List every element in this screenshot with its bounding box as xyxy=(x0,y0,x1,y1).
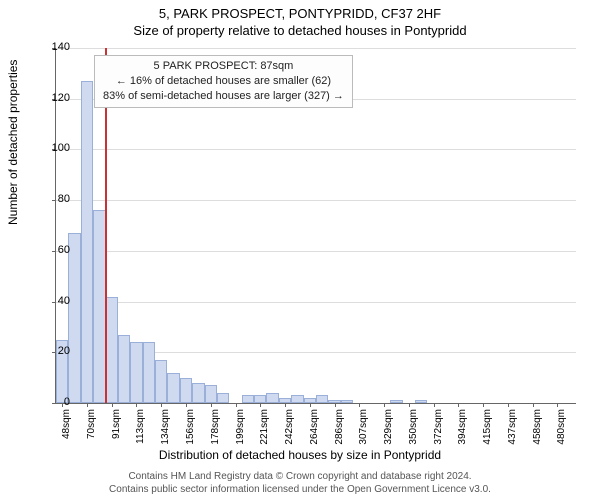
x-tick-label: 415sqm xyxy=(482,409,493,449)
histogram-bar xyxy=(143,342,155,403)
footer-line2: Contains public sector information licen… xyxy=(0,483,600,496)
annotation-line2: ← 16% of detached houses are smaller (62… xyxy=(103,74,344,89)
x-tick-mark xyxy=(87,403,88,407)
chart-footer: Contains HM Land Registry data © Crown c… xyxy=(0,470,600,496)
x-tick-label: 221sqm xyxy=(259,409,270,449)
histogram-bar xyxy=(217,393,229,403)
x-tick-mark xyxy=(211,403,212,407)
histogram-bar xyxy=(155,360,167,403)
x-tick-mark xyxy=(557,403,558,407)
histogram-bar xyxy=(291,395,303,403)
annotation-line1: 5 PARK PROSPECT: 87sqm xyxy=(103,59,344,74)
x-tick-label: 134sqm xyxy=(160,409,171,449)
x-tick-label: 48sqm xyxy=(61,409,72,449)
histogram-bar xyxy=(316,395,328,403)
histogram-bar xyxy=(390,400,402,403)
x-tick-label: 156sqm xyxy=(185,409,196,449)
x-tick-mark xyxy=(285,403,286,407)
x-tick-label: 372sqm xyxy=(433,409,444,449)
x-tick-label: 199sqm xyxy=(235,409,246,449)
histogram-bar xyxy=(205,385,217,403)
annotation-line3: 83% of semi-detached houses are larger (… xyxy=(103,89,344,104)
histogram-bar xyxy=(254,395,266,403)
x-tick-label: 286sqm xyxy=(334,409,345,449)
x-tick-label: 350sqm xyxy=(408,409,419,449)
histogram-bar xyxy=(81,81,93,403)
grid-line xyxy=(56,48,576,49)
chart-subtitle: Size of property relative to detached ho… xyxy=(0,21,600,38)
x-tick-mark xyxy=(409,403,410,407)
x-tick-mark xyxy=(533,403,534,407)
x-tick-label: 113sqm xyxy=(135,409,146,449)
x-tick-mark xyxy=(310,403,311,407)
x-tick-mark xyxy=(434,403,435,407)
x-tick-mark xyxy=(186,403,187,407)
x-tick-mark xyxy=(359,403,360,407)
x-tick-mark xyxy=(161,403,162,407)
x-tick-label: 394sqm xyxy=(457,409,468,449)
property-size-chart: 5, PARK PROSPECT, PONTYPRIDD, CF37 2HF S… xyxy=(0,0,600,500)
grid-line xyxy=(56,149,576,150)
x-tick-label: 70sqm xyxy=(86,409,97,449)
y-tick-label: 120 xyxy=(40,92,70,104)
x-tick-mark xyxy=(384,403,385,407)
histogram-bar xyxy=(266,393,278,403)
annotation-box: 5 PARK PROSPECT: 87sqm ← 16% of detached… xyxy=(94,55,353,108)
x-tick-label: 242sqm xyxy=(284,409,295,449)
x-tick-mark xyxy=(335,403,336,407)
histogram-bar xyxy=(180,378,192,403)
y-tick-label: 20 xyxy=(40,345,70,357)
y-tick-label: 80 xyxy=(40,193,70,205)
y-tick-label: 40 xyxy=(40,295,70,307)
chart-title: 5, PARK PROSPECT, PONTYPRIDD, CF37 2HF xyxy=(0,0,600,21)
x-tick-label: 264sqm xyxy=(309,409,320,449)
x-tick-label: 480sqm xyxy=(556,409,567,449)
x-tick-mark xyxy=(112,403,113,407)
footer-line1: Contains HM Land Registry data © Crown c… xyxy=(0,470,600,483)
x-tick-mark xyxy=(236,403,237,407)
x-tick-label: 91sqm xyxy=(111,409,122,449)
x-axis-label: Distribution of detached houses by size … xyxy=(0,448,600,462)
y-tick-label: 140 xyxy=(40,41,70,53)
x-tick-mark xyxy=(508,403,509,407)
grid-line xyxy=(56,302,576,303)
x-tick-mark xyxy=(458,403,459,407)
plot-area: 5 PARK PROSPECT: 87sqm ← 16% of detached… xyxy=(55,48,576,404)
histogram-bar xyxy=(415,400,427,403)
x-tick-label: 458sqm xyxy=(532,409,543,449)
x-tick-mark xyxy=(483,403,484,407)
x-tick-mark xyxy=(260,403,261,407)
x-tick-label: 329sqm xyxy=(383,409,394,449)
x-tick-mark xyxy=(136,403,137,407)
y-tick-label: 60 xyxy=(40,244,70,256)
histogram-bar xyxy=(167,373,179,403)
histogram-bar xyxy=(68,233,80,403)
histogram-bar xyxy=(242,395,254,403)
x-tick-label: 307sqm xyxy=(358,409,369,449)
grid-line xyxy=(56,251,576,252)
histogram-bar xyxy=(118,335,130,403)
histogram-bar xyxy=(130,342,142,403)
y-tick-label: 100 xyxy=(40,142,70,154)
histogram-bar xyxy=(341,400,353,403)
y-tick-label: 0 xyxy=(40,396,70,408)
histogram-bar xyxy=(93,210,105,403)
x-tick-label: 178sqm xyxy=(210,409,221,449)
grid-line xyxy=(56,200,576,201)
y-axis-label: Number of detached properties xyxy=(6,60,20,225)
histogram-bar xyxy=(192,383,204,403)
x-tick-label: 437sqm xyxy=(507,409,518,449)
